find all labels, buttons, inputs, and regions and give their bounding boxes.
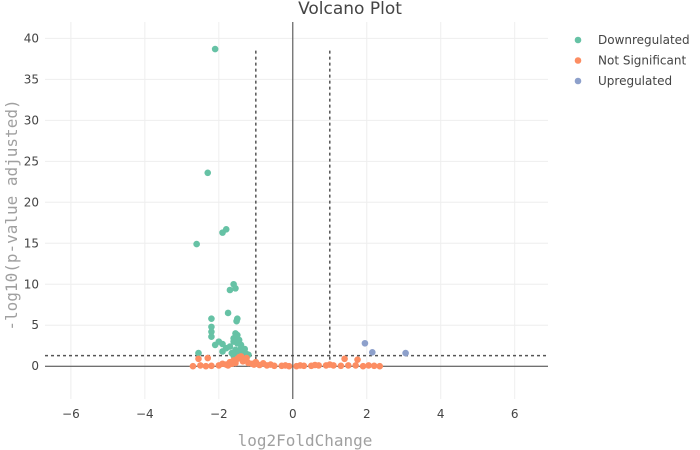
data-point	[234, 339, 241, 347]
x-tick-label: 0	[289, 407, 297, 421]
data-point	[341, 355, 348, 363]
y-axis-title: -log10(p-value adjusted)	[2, 99, 21, 330]
legend-label: Upregulated	[598, 74, 672, 88]
data-point	[208, 328, 215, 336]
data-point	[282, 362, 289, 369]
x-tick-label: −6	[62, 407, 80, 421]
data-point	[361, 339, 369, 347]
legend-marker	[574, 77, 582, 85]
threshold-lines	[45, 50, 548, 367]
data-point	[359, 362, 367, 370]
x-tick-label: 6	[511, 407, 519, 421]
y-tick-label: 10	[24, 277, 39, 291]
data-point	[208, 333, 215, 341]
data-point	[219, 229, 226, 236]
data-point	[226, 286, 234, 294]
data-point	[208, 315, 215, 322]
data-points	[189, 45, 409, 370]
x-tick-label: 2	[363, 407, 371, 421]
data-point	[211, 341, 219, 349]
data-point	[204, 354, 212, 362]
data-point	[354, 356, 361, 363]
x-tick-labels: −6 −4 −2 0 2 4 6	[62, 407, 518, 421]
data-point	[233, 317, 240, 325]
legend-marker	[574, 57, 582, 64]
data-point	[311, 361, 319, 369]
data-point	[195, 349, 202, 357]
y-tick-label: 35	[24, 72, 39, 86]
y-tick-label: 25	[24, 154, 39, 168]
data-point	[296, 362, 304, 369]
data-point	[369, 348, 376, 356]
x-tick-label: 4	[437, 407, 445, 421]
y-tick-label: 20	[24, 195, 39, 209]
data-point	[208, 323, 215, 331]
data-point	[232, 359, 239, 367]
grid-lines	[45, 22, 548, 399]
legend-item[interactable]: Upregulated	[574, 74, 672, 88]
data-point	[195, 355, 202, 363]
data-point	[224, 362, 232, 369]
y-tick-label: 30	[24, 113, 39, 127]
data-point	[232, 285, 239, 292]
data-point	[211, 45, 219, 53]
data-point	[224, 309, 232, 317]
data-point	[402, 349, 409, 357]
y-tick-label: 40	[24, 31, 39, 45]
data-point	[259, 360, 267, 367]
data-point	[204, 169, 212, 177]
data-point	[344, 362, 352, 369]
series-upregulated	[361, 339, 409, 357]
legend-item[interactable]: Not Significant	[574, 54, 687, 68]
data-point	[370, 362, 378, 370]
legend-marker	[574, 36, 582, 44]
x-tick-label: −2	[210, 407, 228, 421]
data-point	[202, 362, 210, 370]
y-tick-labels: 0 5 10 15 20 25 30 35 40	[24, 31, 39, 373]
series-not-significant	[189, 353, 384, 370]
data-point	[197, 362, 204, 369]
zero-lines	[45, 22, 548, 399]
data-point	[208, 362, 215, 370]
data-point	[337, 362, 345, 370]
y-tick-label: 0	[31, 359, 39, 373]
chart-title: Volcano Plot	[298, 0, 402, 19]
data-point	[219, 348, 226, 355]
legend-label: Downregulated	[598, 33, 690, 47]
data-point	[376, 362, 384, 370]
y-tick-label: 15	[24, 236, 39, 250]
y-tick-label: 5	[31, 318, 39, 332]
x-tick-label: −4	[136, 407, 154, 421]
x-axis-title: log2FoldChange	[238, 431, 373, 450]
legend-item[interactable]: Downregulated	[574, 33, 690, 47]
series-downregulated	[193, 45, 252, 359]
data-point	[252, 358, 260, 366]
data-point	[267, 361, 274, 368]
data-point	[193, 240, 200, 248]
data-point	[365, 362, 372, 369]
data-point	[189, 362, 197, 370]
data-point	[326, 361, 334, 368]
legend[interactable]: Downregulated Not Significant Upregulated	[574, 33, 690, 88]
legend-label: Not Significant	[598, 54, 686, 68]
data-point	[352, 362, 359, 369]
